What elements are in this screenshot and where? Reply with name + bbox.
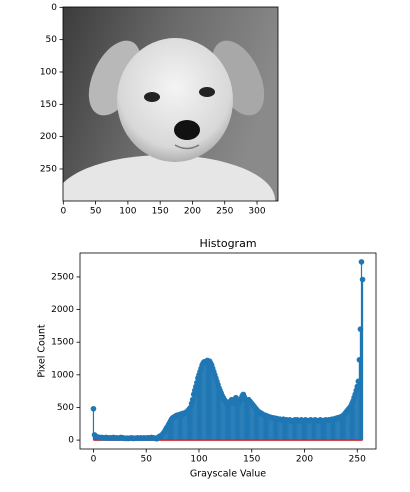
- x-axis-label: Grayscale Value: [190, 469, 266, 480]
- x-tick-label: 250: [216, 207, 233, 217]
- y-tick-label: 0: [68, 436, 74, 446]
- x-tick-label: 50: [90, 207, 102, 217]
- stem-marker: [358, 259, 365, 265]
- stem-marker: [90, 405, 97, 412]
- y-tick-label: 200: [40, 132, 57, 142]
- stem-marker: [356, 357, 363, 363]
- stem-marker: [354, 383, 361, 390]
- y-tick-label: 2000: [51, 305, 74, 315]
- stem-marker: [359, 276, 366, 283]
- y-tick-label: 1000: [51, 370, 74, 380]
- x-tick-label: 250: [349, 455, 366, 465]
- x-tick-label: 300: [248, 207, 265, 217]
- puppy-image: [63, 7, 278, 201]
- x-tick-label: 150: [243, 455, 260, 465]
- y-tick-label: 0: [51, 3, 57, 13]
- y-tick-label: 500: [57, 403, 74, 413]
- stem-marker: [355, 378, 362, 385]
- stem-marker: [194, 379, 200, 386]
- x-tick-label: 200: [184, 207, 201, 217]
- plot-frame: [79, 252, 377, 450]
- y-axis-label: Pixel Count: [37, 324, 48, 377]
- x-tick-label: 50: [140, 455, 152, 465]
- y-tick-label: 250: [40, 164, 57, 174]
- stem-marker: [189, 396, 196, 403]
- x-tick-label: 100: [190, 455, 207, 465]
- y-tick-label: 150: [40, 100, 57, 110]
- x-tick-label: 200: [296, 455, 313, 465]
- x-tick-label: 150: [152, 207, 169, 217]
- y-tick-label: 100: [40, 67, 57, 77]
- y-tick-label: 1500: [51, 338, 74, 348]
- chart-title: Histogram: [199, 237, 256, 250]
- stem-marker: [357, 326, 364, 332]
- x-tick-label: 0: [91, 455, 97, 465]
- y-tick-label: 50: [46, 35, 58, 45]
- y-tick-label: 2500: [51, 272, 74, 282]
- x-tick-label: 100: [119, 207, 136, 217]
- x-tick-label: 0: [60, 207, 66, 217]
